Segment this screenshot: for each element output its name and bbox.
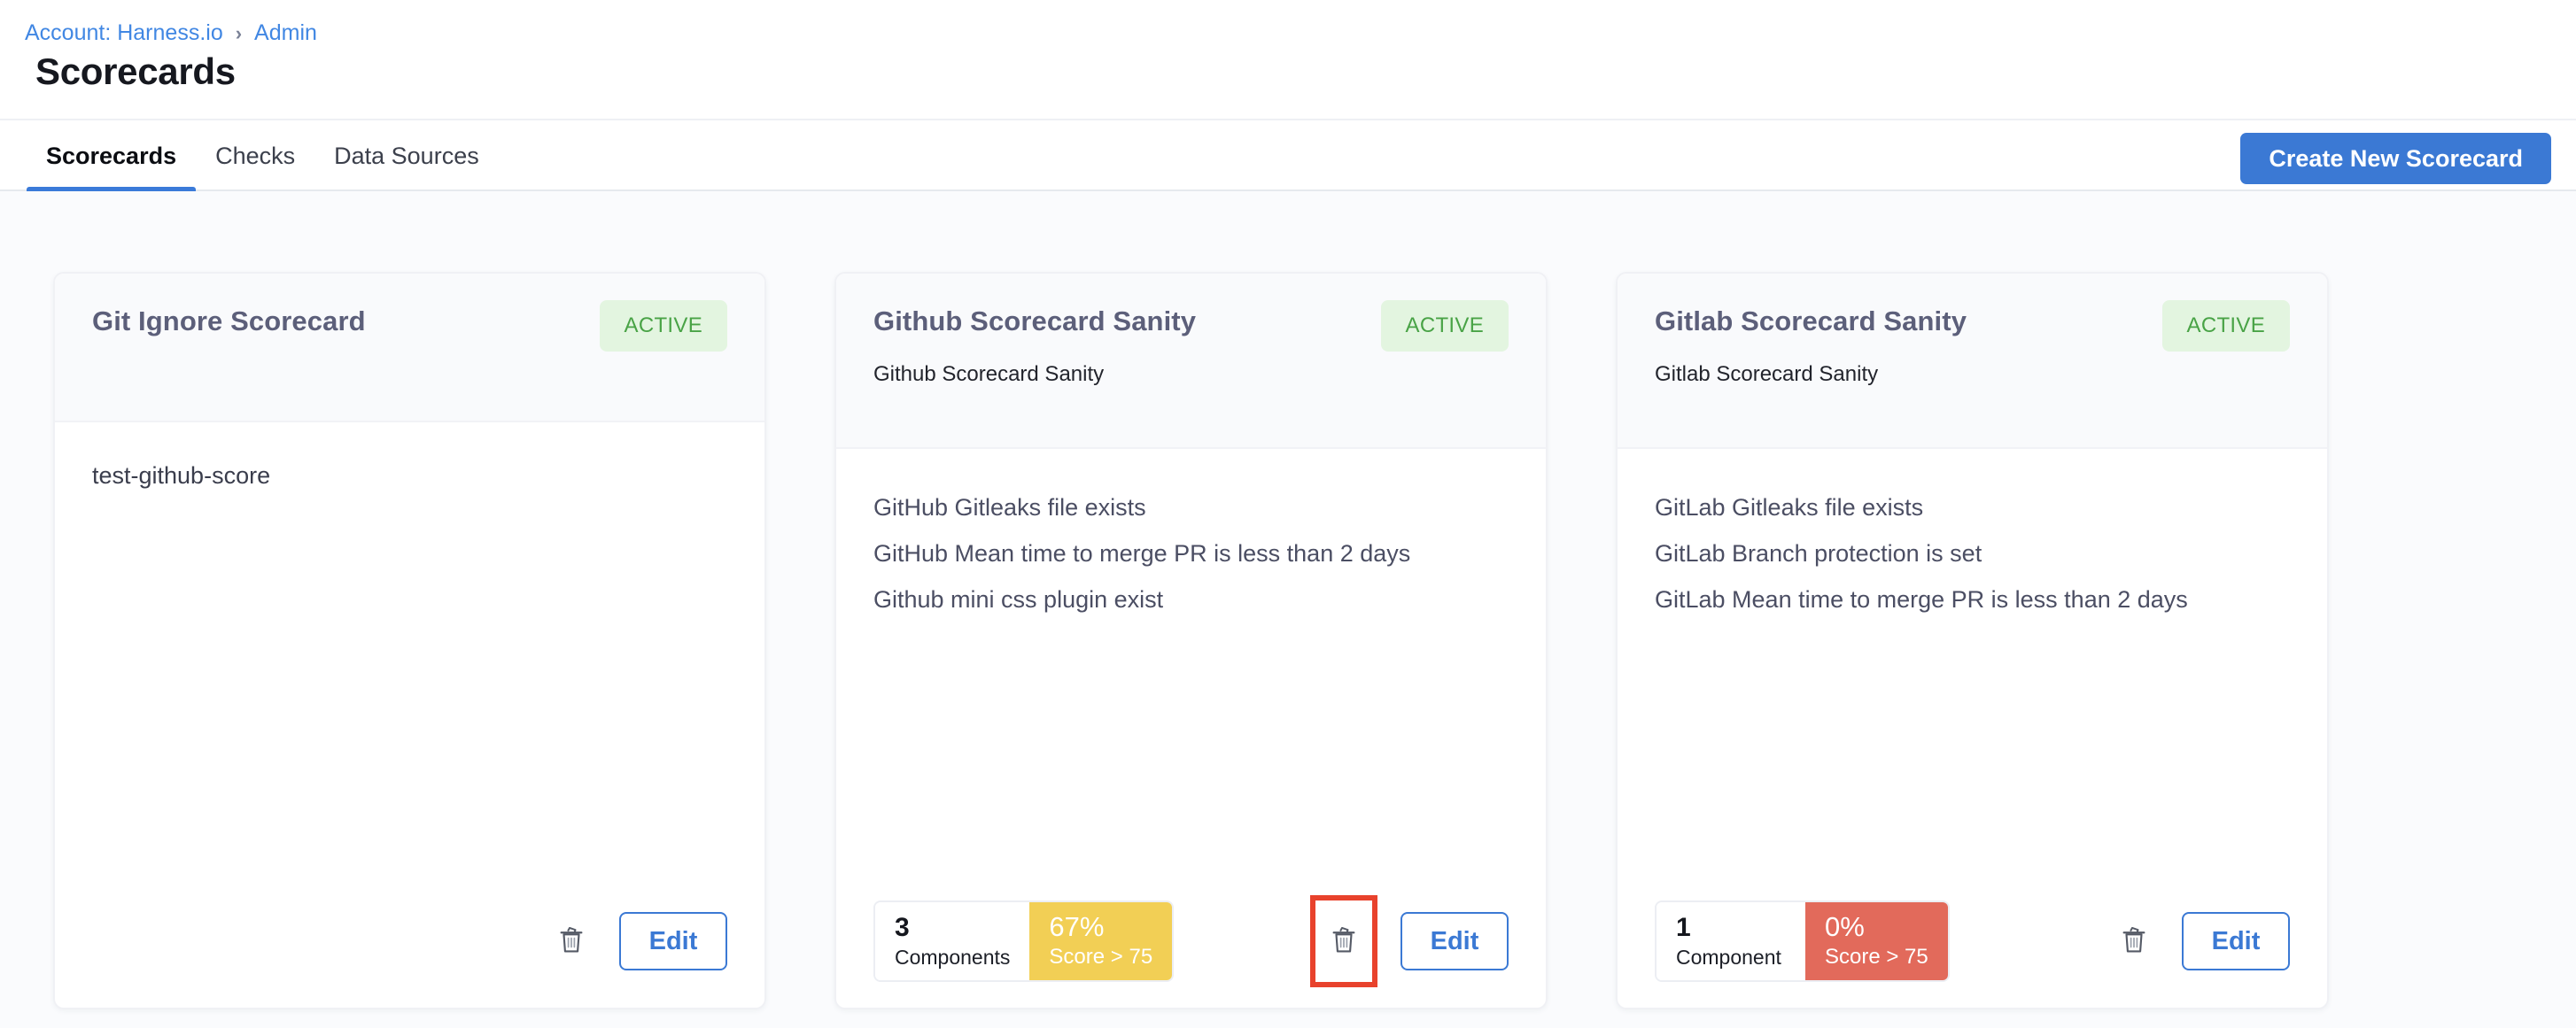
card-subtitle: Github Scorecard Sanity [873,362,1105,386]
edit-button[interactable]: Edit [2182,912,2290,970]
component-count-value: 3 [895,913,910,942]
delete-button[interactable] [1310,895,1377,987]
tab-data-sources[interactable]: Data Sources [334,142,479,169]
card-header: Gitlab Scorecard Sanity ACTIVE Gitlab Sc… [1618,274,2327,449]
card-actions: Edit [547,911,727,971]
list-item: GitHub Gitleaks file exists [873,494,1146,521]
card-title: Github Scorecard Sanity [873,305,1197,336]
card-subtitle: Gitlab Scorecard Sanity [1655,362,1879,386]
create-new-scorecard-button[interactable]: Create New Scorecard [2240,133,2551,184]
score-percent: 0% [1825,911,1865,942]
card-title: Gitlab Scorecard Sanity [1655,305,1967,336]
edit-button[interactable]: Edit [619,912,727,970]
score-summary: 1 Component 0% Score > 75 [1655,900,1950,982]
list-item: test-github-score [92,462,271,489]
page-title: Scorecards [35,50,236,92]
card-body: GitLab Gitleaks file exists GitLab Branc… [1618,449,2327,1008]
breadcrumb: Account: Harness.io › Admin [25,19,317,46]
page-header: Account: Harness.io › Admin Scorecards [0,0,2576,133]
card-actions: Edit [1310,895,1509,987]
trash-icon [1329,923,1359,961]
list-item: GitLab Mean time to merge PR is less tha… [1655,586,2188,613]
card-body: test-github-score [55,422,764,1008]
score-percent-block: 0% Score > 75 [1805,902,1948,980]
component-count-label: Components [895,946,1011,969]
score-percent: 67% [1049,911,1105,942]
status-badge: ACTIVE [1380,300,1509,352]
list-item: GitLab Gitleaks file exists [1655,494,1924,521]
scorecard-card[interactable]: Github Scorecard Sanity ACTIVE Github Sc… [834,272,1548,1009]
component-count-label: Component [1676,946,1781,969]
card-body: GitHub Gitleaks file exists GitHub Mean … [836,449,1546,1008]
card-actions: Edit [2109,911,2290,971]
score-summary: 3 Components 67% Score > 75 [873,900,1175,982]
breadcrumb-account[interactable]: Account: Harness.io [25,20,223,45]
chevron-right-icon: › [235,22,243,44]
tab-checks[interactable]: Checks [215,142,296,169]
card-footer: Edit [55,875,764,1008]
tab-bar: Scorecards Checks Data Sources Create Ne… [0,119,2576,191]
edit-button[interactable]: Edit [1401,912,1509,970]
list-item: GitHub Mean time to merge PR is less tha… [873,540,1411,567]
card-header: Git Ignore Scorecard ACTIVE [55,274,764,422]
trash-icon [2119,923,2149,961]
status-badge: ACTIVE [599,300,727,352]
component-count-value: 1 [1676,913,1691,942]
component-count: 1 Component [1657,902,1805,980]
scorecard-card[interactable]: Git Ignore Scorecard ACTIVE test-github-… [53,272,766,1009]
delete-button[interactable] [2109,911,2159,971]
status-badge: ACTIVE [2161,300,2290,352]
card-header: Github Scorecard Sanity ACTIVE Github Sc… [836,274,1546,449]
list-item: Github mini css plugin exist [873,586,1164,613]
scorecard-card[interactable]: Gitlab Scorecard Sanity ACTIVE Gitlab Sc… [1616,272,2329,1009]
tab-scorecards[interactable]: Scorecards [27,120,197,191]
list-item: GitLab Branch protection is set [1655,540,1982,567]
card-footer: 3 Components 67% Score > 75 [836,875,1546,1008]
tab-list: Scorecards Checks Data Sources [27,120,499,191]
trash-icon [556,923,586,961]
breadcrumb-admin[interactable]: Admin [254,20,317,45]
score-threshold: Score > 75 [1049,945,1153,969]
component-count: 3 Components [875,902,1030,980]
score-percent-block: 67% Score > 75 [1029,902,1173,980]
scorecard-grid: Git Ignore Scorecard ACTIVE test-github-… [0,191,2576,1028]
delete-button[interactable] [547,911,596,971]
score-threshold: Score > 75 [1825,945,1928,969]
card-title: Git Ignore Scorecard [92,305,366,336]
card-footer: 1 Component 0% Score > 75 [1618,875,2327,1008]
